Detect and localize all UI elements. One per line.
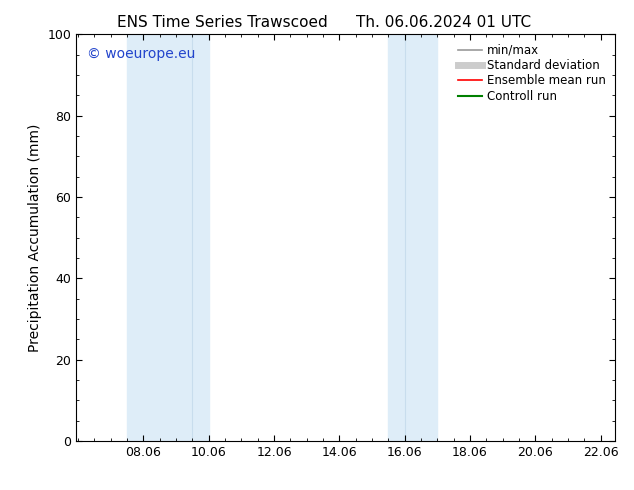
Text: ENS Time Series Trawscoed: ENS Time Series Trawscoed [117, 15, 327, 30]
Text: Th. 06.06.2024 01 UTC: Th. 06.06.2024 01 UTC [356, 15, 531, 30]
Y-axis label: Precipitation Accumulation (mm): Precipitation Accumulation (mm) [28, 123, 42, 352]
Bar [127, 34, 209, 441]
Bar [388, 34, 437, 441]
Text: © woeurope.eu: © woeurope.eu [87, 47, 195, 60]
Legend: min/max, Standard deviation, Ensemble mean run, Controll run: min/max, Standard deviation, Ensemble me… [455, 40, 609, 106]
